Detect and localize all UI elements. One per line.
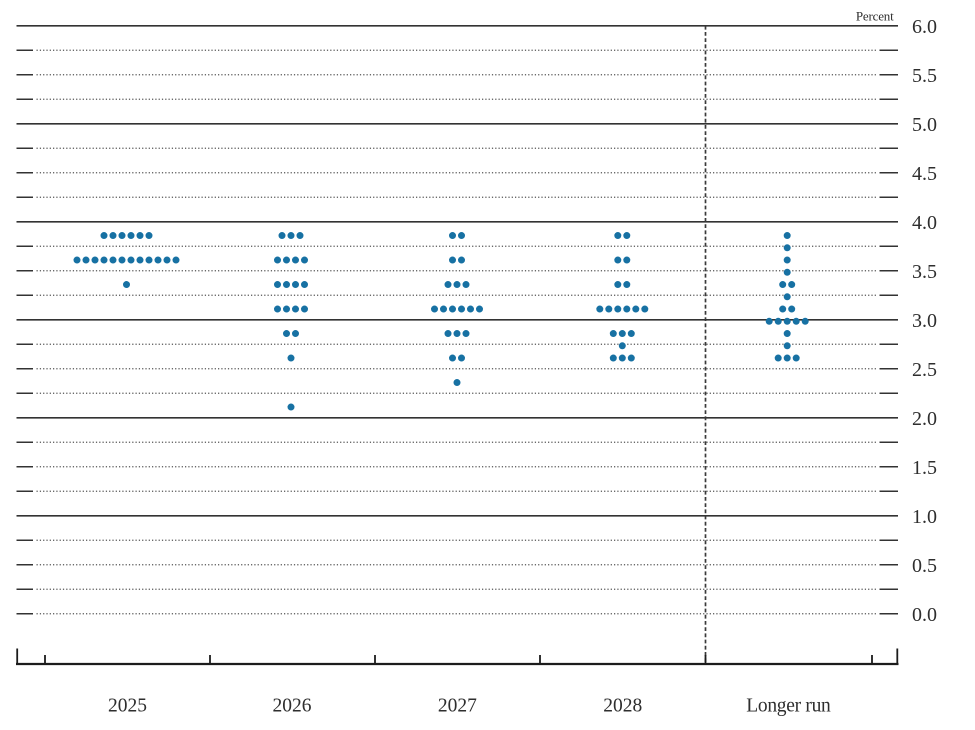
svg-text:2027: 2027 <box>438 696 477 717</box>
svg-text:4.5: 4.5 <box>912 163 937 185</box>
svg-text:2028: 2028 <box>603 696 642 717</box>
svg-text:Percent: Percent <box>856 8 894 23</box>
svg-text:3.0: 3.0 <box>912 310 937 332</box>
svg-text:5.5: 5.5 <box>912 65 937 87</box>
svg-text:1.0: 1.0 <box>912 506 937 528</box>
svg-text:2026: 2026 <box>273 696 312 717</box>
svg-text:0.5: 0.5 <box>912 555 937 577</box>
svg-text:6.0: 6.0 <box>912 16 937 38</box>
svg-text:3.5: 3.5 <box>912 261 937 283</box>
svg-text:4.0: 4.0 <box>912 212 937 234</box>
svg-text:1.5: 1.5 <box>912 457 937 479</box>
svg-text:2.0: 2.0 <box>912 408 937 430</box>
svg-text:2.5: 2.5 <box>912 359 937 381</box>
svg-text:5.0: 5.0 <box>912 114 937 136</box>
svg-text:2025: 2025 <box>108 696 147 717</box>
svg-text:Longer run: Longer run <box>746 696 831 717</box>
svg-text:0.0: 0.0 <box>912 604 937 626</box>
